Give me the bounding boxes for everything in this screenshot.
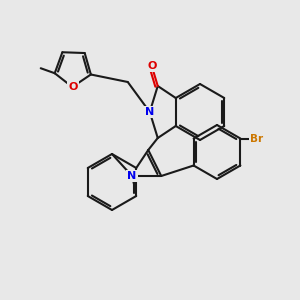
Text: Br: Br bbox=[250, 134, 263, 143]
Text: N: N bbox=[128, 171, 136, 181]
Text: N: N bbox=[145, 107, 154, 117]
Text: O: O bbox=[147, 61, 156, 71]
Text: O: O bbox=[69, 82, 78, 92]
